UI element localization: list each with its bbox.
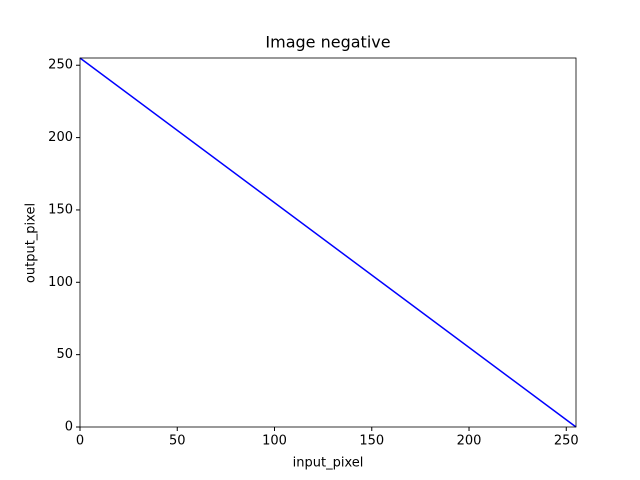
y-tick-label: 250 — [48, 58, 73, 73]
y-axis-label: output_pixel — [24, 203, 39, 283]
line-series — [79, 57, 577, 428]
y-tick-label: 100 — [48, 275, 73, 290]
x-tick-label: 50 — [169, 434, 186, 449]
y-tick-label: 50 — [56, 347, 73, 362]
chart-title: Image negative — [265, 33, 390, 52]
y-tick-label: 150 — [48, 202, 73, 217]
y-tick-label: 200 — [48, 130, 73, 145]
x-tick-label: 0 — [76, 434, 84, 449]
x-axis-label: input_pixel — [293, 456, 364, 471]
x-tick-label: 100 — [262, 434, 287, 449]
x-tick-label: 250 — [554, 434, 579, 449]
x-tick-label: 200 — [457, 434, 482, 449]
plot-frame — [79, 57, 577, 428]
x-tick-label: 150 — [359, 434, 384, 449]
y-tick-label: 0 — [65, 420, 73, 435]
